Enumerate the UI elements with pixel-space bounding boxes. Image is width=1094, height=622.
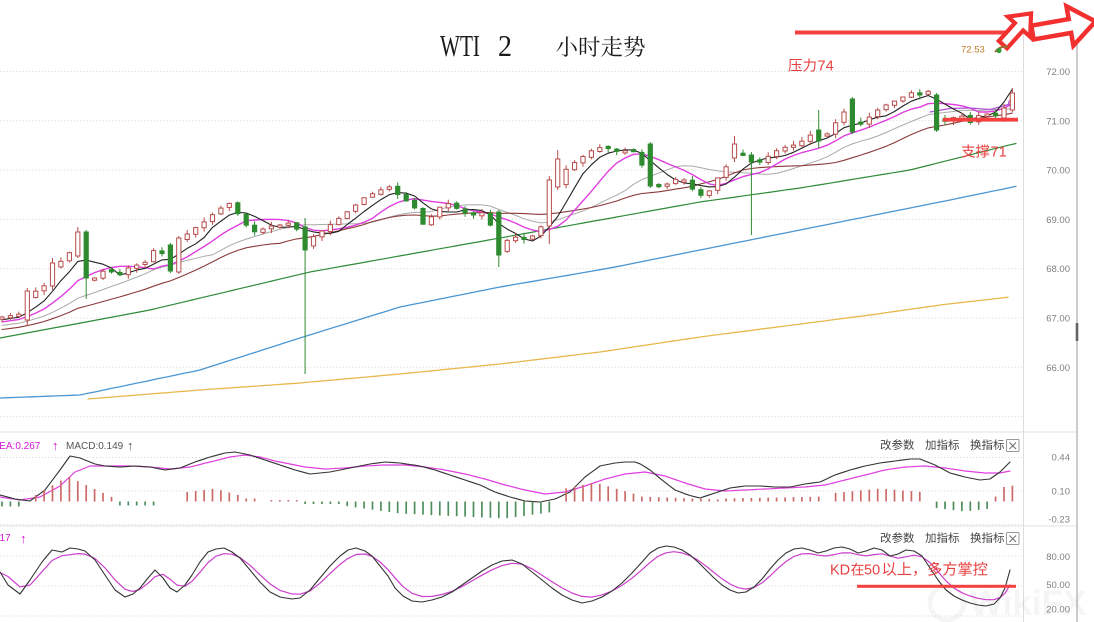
svg-text:80.00: 80.00 bbox=[1046, 552, 1070, 563]
svg-text:↑: ↑ bbox=[127, 438, 134, 453]
svg-text:0.10: 0.10 bbox=[1052, 487, 1071, 498]
svg-text:67.00: 67.00 bbox=[1046, 314, 1070, 325]
svg-text:69.00: 69.00 bbox=[1046, 215, 1070, 226]
svg-text:66.00: 66.00 bbox=[1046, 363, 1070, 374]
svg-text:KD: KD bbox=[830, 563, 850, 579]
svg-text:20.00: 20.00 bbox=[1046, 605, 1070, 616]
svg-text:MACD:0.149: MACD:0.149 bbox=[66, 441, 124, 452]
svg-text:70.00: 70.00 bbox=[1046, 166, 1070, 177]
svg-text:WikiFX: WikiFX bbox=[970, 584, 1087, 622]
svg-text:68.00: 68.00 bbox=[1046, 264, 1070, 275]
svg-text:50: 50 bbox=[864, 563, 880, 579]
svg-text:WTI: WTI bbox=[440, 28, 480, 63]
svg-text:71.00: 71.00 bbox=[1046, 116, 1070, 127]
svg-text:0.44: 0.44 bbox=[1052, 453, 1071, 464]
svg-text:74: 74 bbox=[818, 59, 834, 75]
svg-text:↑: ↑ bbox=[52, 438, 59, 453]
svg-text:↑: ↑ bbox=[20, 531, 27, 546]
svg-text:72.53: 72.53 bbox=[961, 45, 985, 56]
svg-text:DEA:0.267: DEA:0.267 bbox=[0, 441, 41, 452]
svg-text:-0.23: -0.23 bbox=[1048, 515, 1070, 526]
svg-text:2: 2 bbox=[498, 28, 512, 63]
svg-text:50.00: 50.00 bbox=[1046, 580, 1070, 591]
svg-text:317: 317 bbox=[0, 533, 11, 544]
svg-text:71: 71 bbox=[991, 145, 1007, 161]
svg-text:72.00: 72.00 bbox=[1046, 67, 1070, 78]
